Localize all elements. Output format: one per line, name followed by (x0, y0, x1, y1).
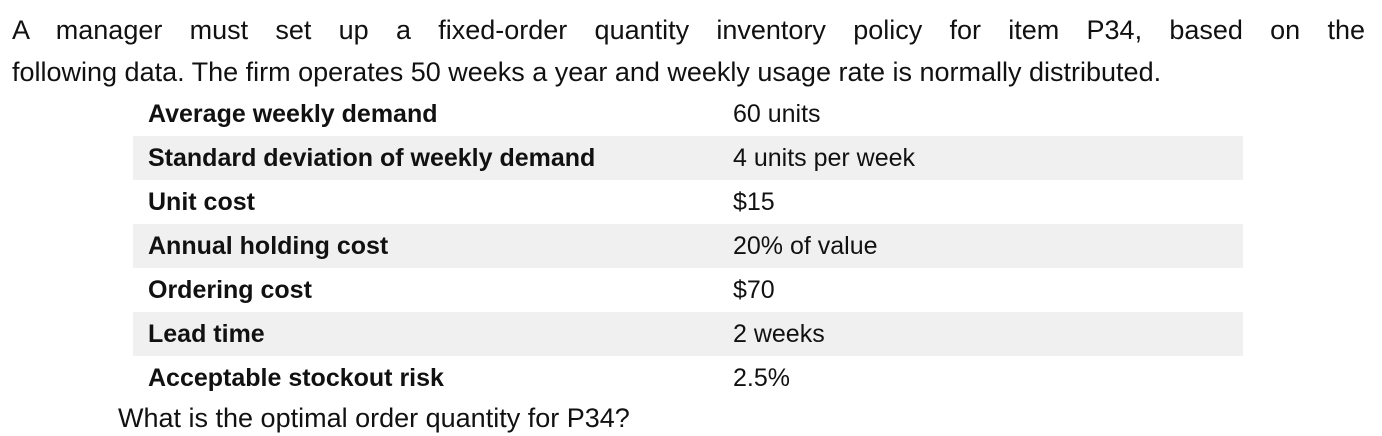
label-cell: Ordering cost (148, 275, 312, 304)
table-row: Average weekly demand 60 units (133, 92, 1243, 136)
value-cell: $15 (733, 187, 775, 216)
label-cell: Acceptable stockout risk (148, 363, 444, 392)
table-row: Acceptable stockout risk 2.5% (133, 356, 1243, 400)
paragraph-line: A manager must set up a fixed-order quan… (12, 15, 1365, 45)
value-cell: 20% of value (733, 231, 878, 260)
value-cell: $70 (733, 275, 775, 304)
value-cell: 4 units per week (733, 143, 916, 172)
paragraph-line: following data. The firm operates 50 wee… (12, 57, 1162, 87)
value-cell: 60 units (733, 99, 821, 128)
value-cell: 2 weeks (733, 319, 825, 348)
value-cell: 2.5% (733, 363, 790, 392)
label-cell: Annual holding cost (148, 231, 389, 260)
label-cell: Lead time (148, 319, 265, 348)
table-row: Unit cost $15 (133, 180, 1243, 224)
question: What is the optimal order quantity for P… (118, 403, 630, 433)
page: A manager must set up a fixed-order quan… (12, 15, 1365, 433)
data-table: Average weekly demand 60 units Standard de… (133, 92, 1243, 400)
table-row: Annual holding cost 20% of value (133, 224, 1243, 268)
label-cell: Average weekly demand (148, 99, 438, 128)
label-cell: Standard deviation of weekly demand (148, 143, 596, 172)
table-row: Lead time 2 weeks (133, 312, 1243, 356)
table-row: Standard deviation of weekly demand 4 uni… (133, 136, 1243, 180)
label-cell: Unit cost (148, 187, 255, 216)
table-row: Ordering cost $70 (133, 268, 1243, 312)
